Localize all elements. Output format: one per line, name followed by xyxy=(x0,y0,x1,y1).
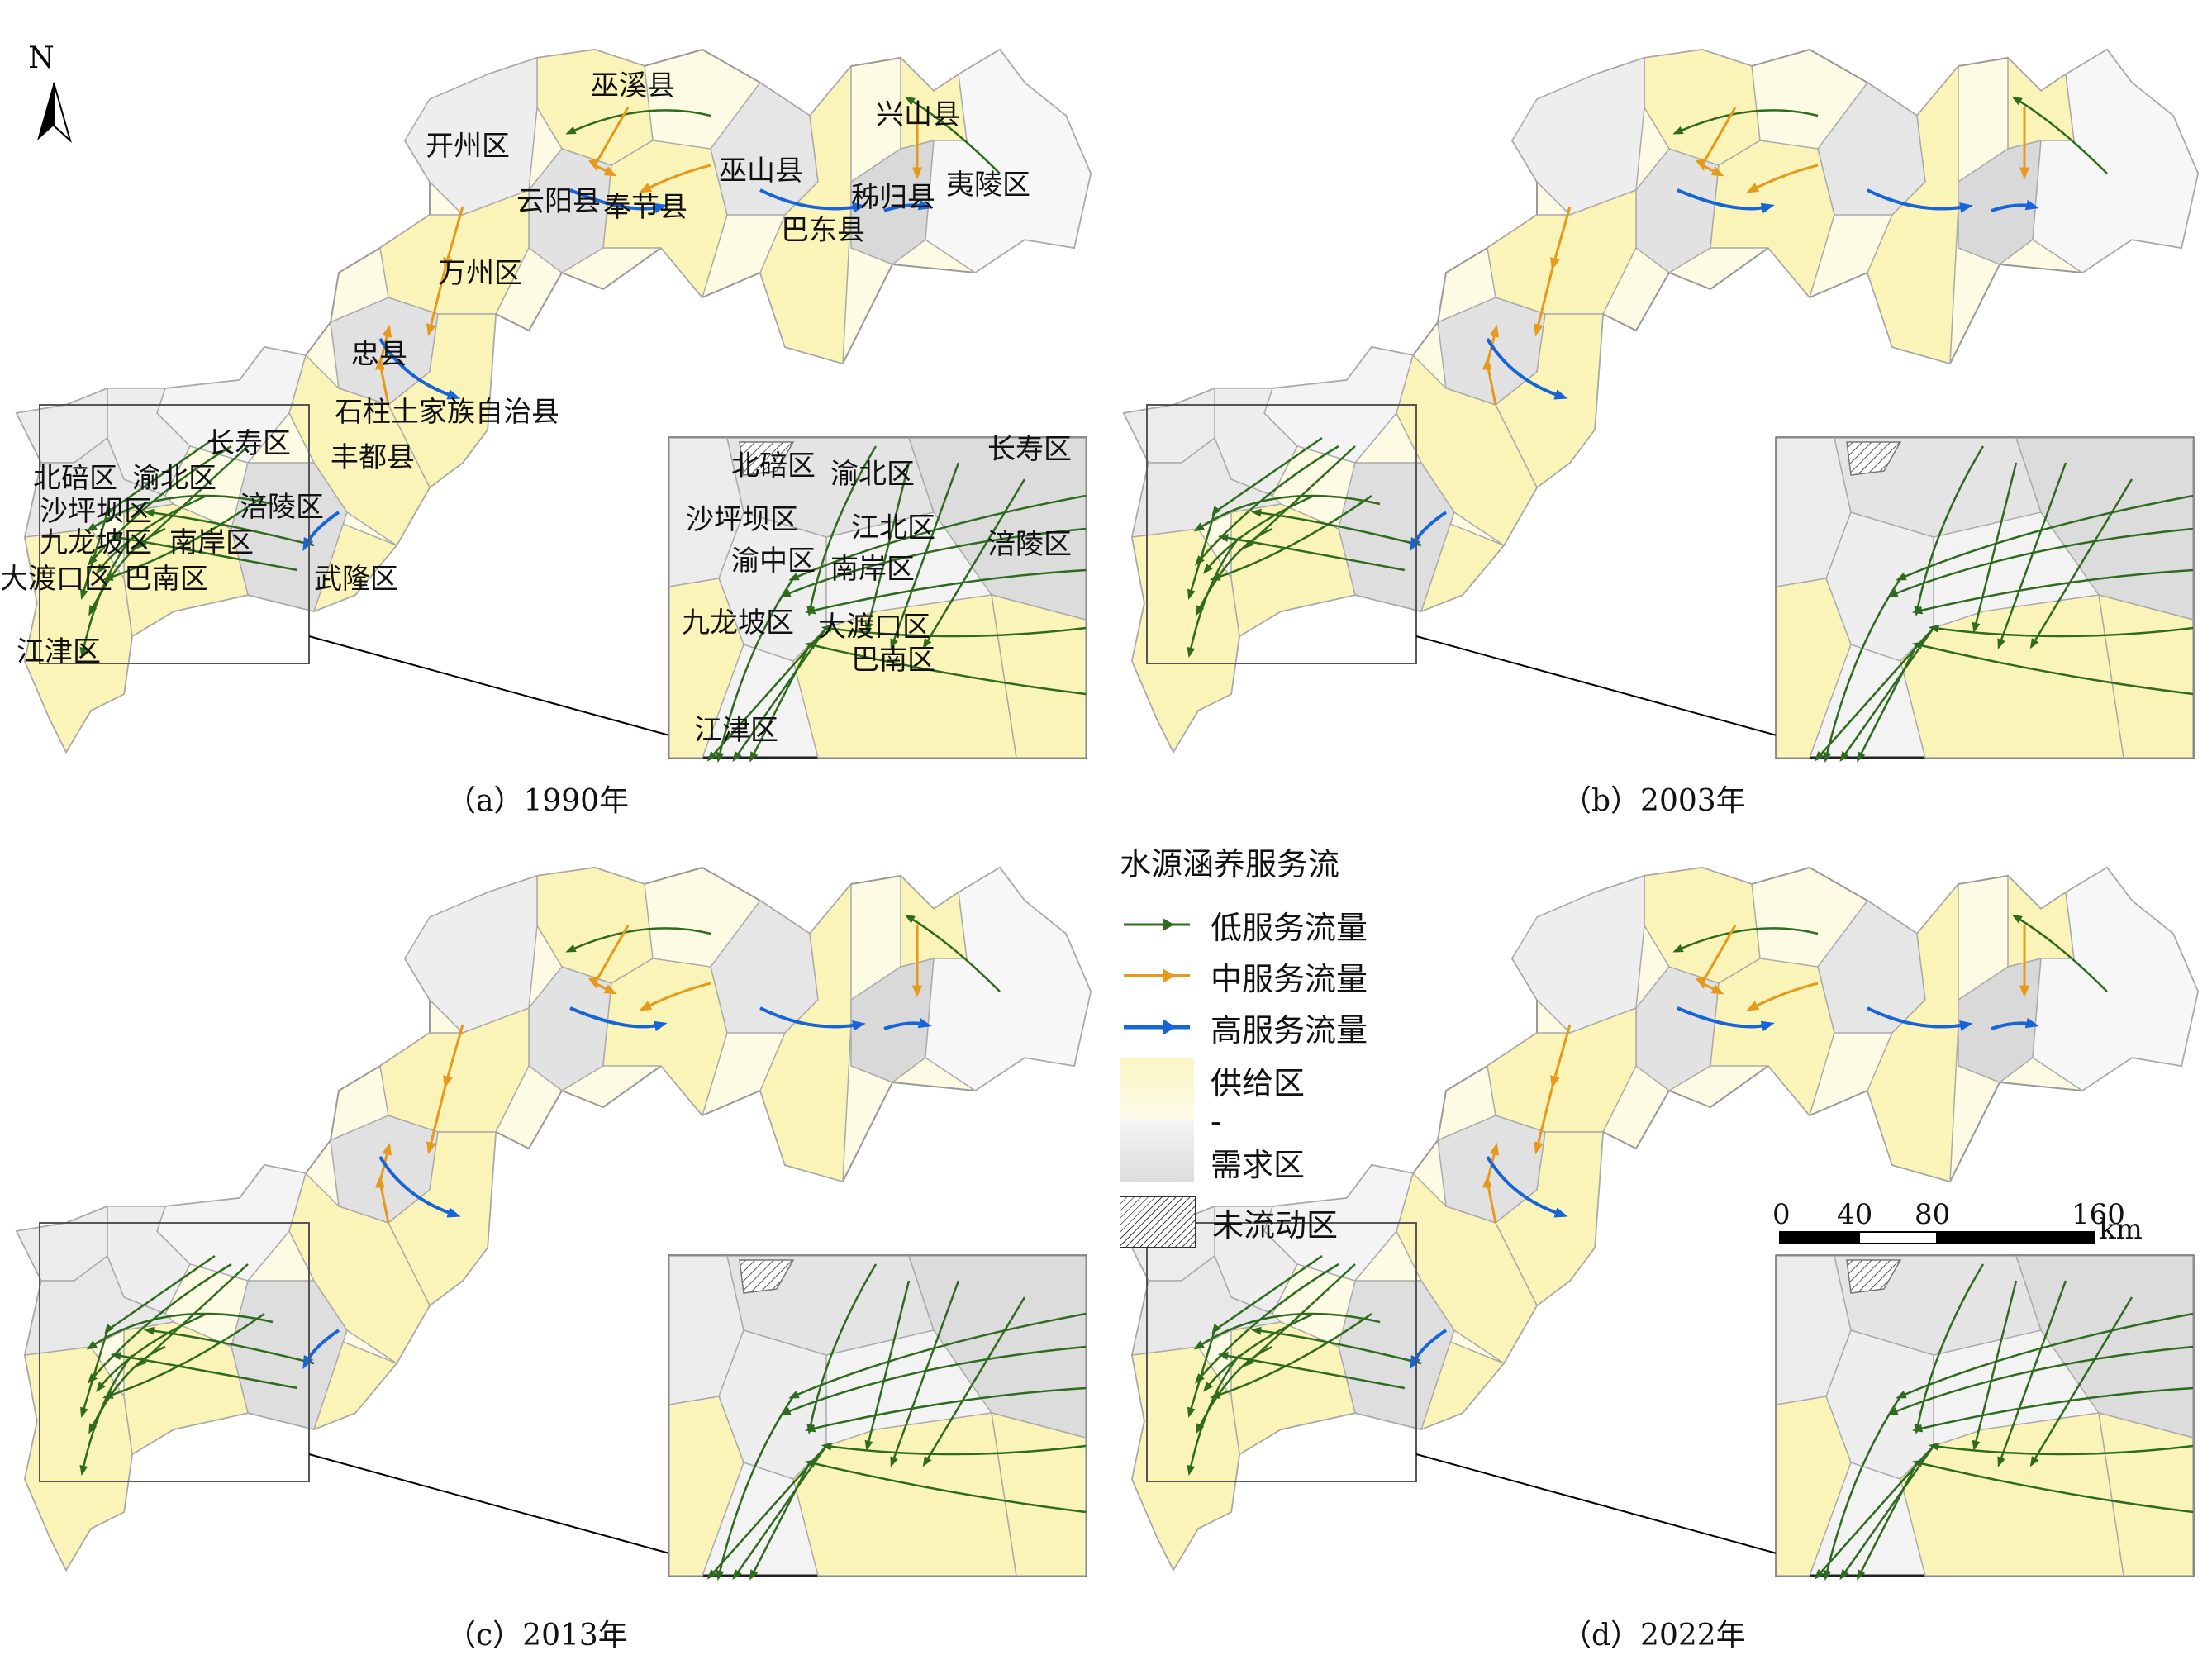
legend-mid: 中服务流量 xyxy=(1120,950,1467,1001)
district-label-23: 江津区 xyxy=(17,635,101,668)
inset-label-1: 渝北区 xyxy=(830,458,915,491)
district-shizhu xyxy=(388,313,497,489)
scale-unit: km xyxy=(2099,1213,2143,1246)
district-label-18: 九龙坡区 xyxy=(40,526,152,559)
mid-flow-arrow-icon xyxy=(1124,968,1190,983)
district-label-2: 开州区 xyxy=(426,130,510,163)
legend-noflow-label: 未流动区 xyxy=(1212,1206,1339,1244)
north-label: N xyxy=(28,41,55,75)
scale-tick-80: 80 xyxy=(1915,1198,1951,1231)
district-label-5: 奉节县 xyxy=(603,191,687,224)
inset-label-6: 渝中区 xyxy=(731,545,816,578)
district-label-21: 巴南区 xyxy=(124,563,208,596)
district-label-22: 武隆区 xyxy=(314,563,398,596)
district-label-17: 涪陵区 xyxy=(240,491,324,524)
mid-flow-lines xyxy=(374,107,922,406)
district-core xyxy=(24,436,175,538)
inset-label-8: 九龙坡区 xyxy=(682,606,794,640)
legend-supply-demand: 供给区 - 需求区 xyxy=(1120,1058,1467,1183)
inset-label-9: 大渡口区 xyxy=(818,611,930,644)
panel-c-map xyxy=(17,868,1091,1576)
high-flow-lines xyxy=(302,188,932,552)
inset-label-4: 江北区 xyxy=(851,511,935,545)
scale-tick-40: 40 xyxy=(1837,1198,1873,1231)
legend-title: 水源涵养服务流 xyxy=(1120,846,1340,882)
low-flow-lines xyxy=(79,96,1001,659)
caption-c: （c）2013年 xyxy=(446,1619,628,1653)
low-flow-arrow-icon xyxy=(1124,918,1190,931)
legend-low-label: 低服务流量 xyxy=(1211,909,1368,946)
district-label-9: 万州区 xyxy=(438,257,522,290)
inset-label-2: 长寿区 xyxy=(987,433,1072,466)
district-label-8: 巴东县 xyxy=(781,214,865,247)
legend-high-label: 高服务流量 xyxy=(1211,1011,1368,1049)
district-label-20: 大渡口区 xyxy=(0,563,112,596)
north-arrow: N xyxy=(28,41,72,144)
caption-d: （d）2022年 xyxy=(1562,1619,1746,1653)
district-label-19: 南岸区 xyxy=(169,526,254,559)
district-label-7: 夷陵区 xyxy=(946,169,1030,202)
legend-dash: - xyxy=(1211,1103,1221,1139)
legend-high: 高服务流量 xyxy=(1120,1001,1467,1053)
inset-label-11: 江津区 xyxy=(694,714,778,747)
inset-label-3: 沙坪坝区 xyxy=(686,503,798,536)
inset-label-0: 北碚区 xyxy=(731,449,816,483)
caption-b: （b）2003年 xyxy=(1562,784,1746,818)
district-label-15: 渝北区 xyxy=(132,462,216,495)
legend: 水源涵养服务流 低服务流量 中服务流量 高服务流量 供给区 - 需求区 未流动区 xyxy=(1120,839,1467,1251)
district-label-11: 石柱土家族自治县 xyxy=(335,396,559,429)
inset-leader-line xyxy=(308,635,670,736)
legend-supply-label: 供给区 xyxy=(1211,1065,1306,1101)
scale-tick-160: 160 xyxy=(2072,1198,2125,1231)
district-label-6: 秭归县 xyxy=(851,181,935,214)
map-panel xyxy=(15,48,1092,763)
inset-map xyxy=(668,436,1087,763)
inset-label-10: 巴南区 xyxy=(851,644,935,677)
district-fengjie xyxy=(602,140,728,299)
legend-demand-label: 需求区 xyxy=(1211,1147,1306,1183)
legend-noflow: 未流动区 xyxy=(1120,1193,1467,1251)
inset-district-labels: 北碚区 渝北区 长寿区沙坪坝区 江北区涪陵区渝中区 南岸区九龙坡区 大渡口区巴南区江津区 xyxy=(682,433,1072,747)
scale-bar: 0 40 80 160 km xyxy=(1772,1198,2143,1249)
district-label-0: 巫溪县 xyxy=(591,69,675,102)
district-label-3: 巫山县 xyxy=(719,155,803,188)
hatch-pattern-icon xyxy=(1120,1196,1196,1248)
high-flow-arrow-icon xyxy=(1124,1019,1190,1035)
inset-label-5: 涪陵区 xyxy=(987,528,1072,561)
district-label-4: 云阳县 xyxy=(516,185,601,218)
caption-a: （a）1990年 xyxy=(446,784,630,818)
district-label-1: 兴山县 xyxy=(876,98,960,131)
district-yiling xyxy=(925,49,1092,273)
scale-tick-0: 0 xyxy=(1772,1198,1791,1231)
panel-b-map xyxy=(1124,50,2198,758)
district-label-12: 长寿区 xyxy=(207,427,291,460)
district-label-10: 忠县 xyxy=(351,338,407,371)
inset-source-frame xyxy=(39,404,310,664)
district-badong xyxy=(759,64,852,364)
inset-label-7: 南岸区 xyxy=(830,553,915,586)
district-label-13: 丰都县 xyxy=(331,441,415,474)
legend-mid-label: 中服务流量 xyxy=(1211,960,1368,997)
district-label-16: 沙坪坝区 xyxy=(40,495,152,528)
legend-low: 低服务流量 xyxy=(1120,899,1467,950)
district-label-14: 北碚区 xyxy=(33,462,117,495)
supply-demand-gradient xyxy=(1120,1058,1194,1182)
